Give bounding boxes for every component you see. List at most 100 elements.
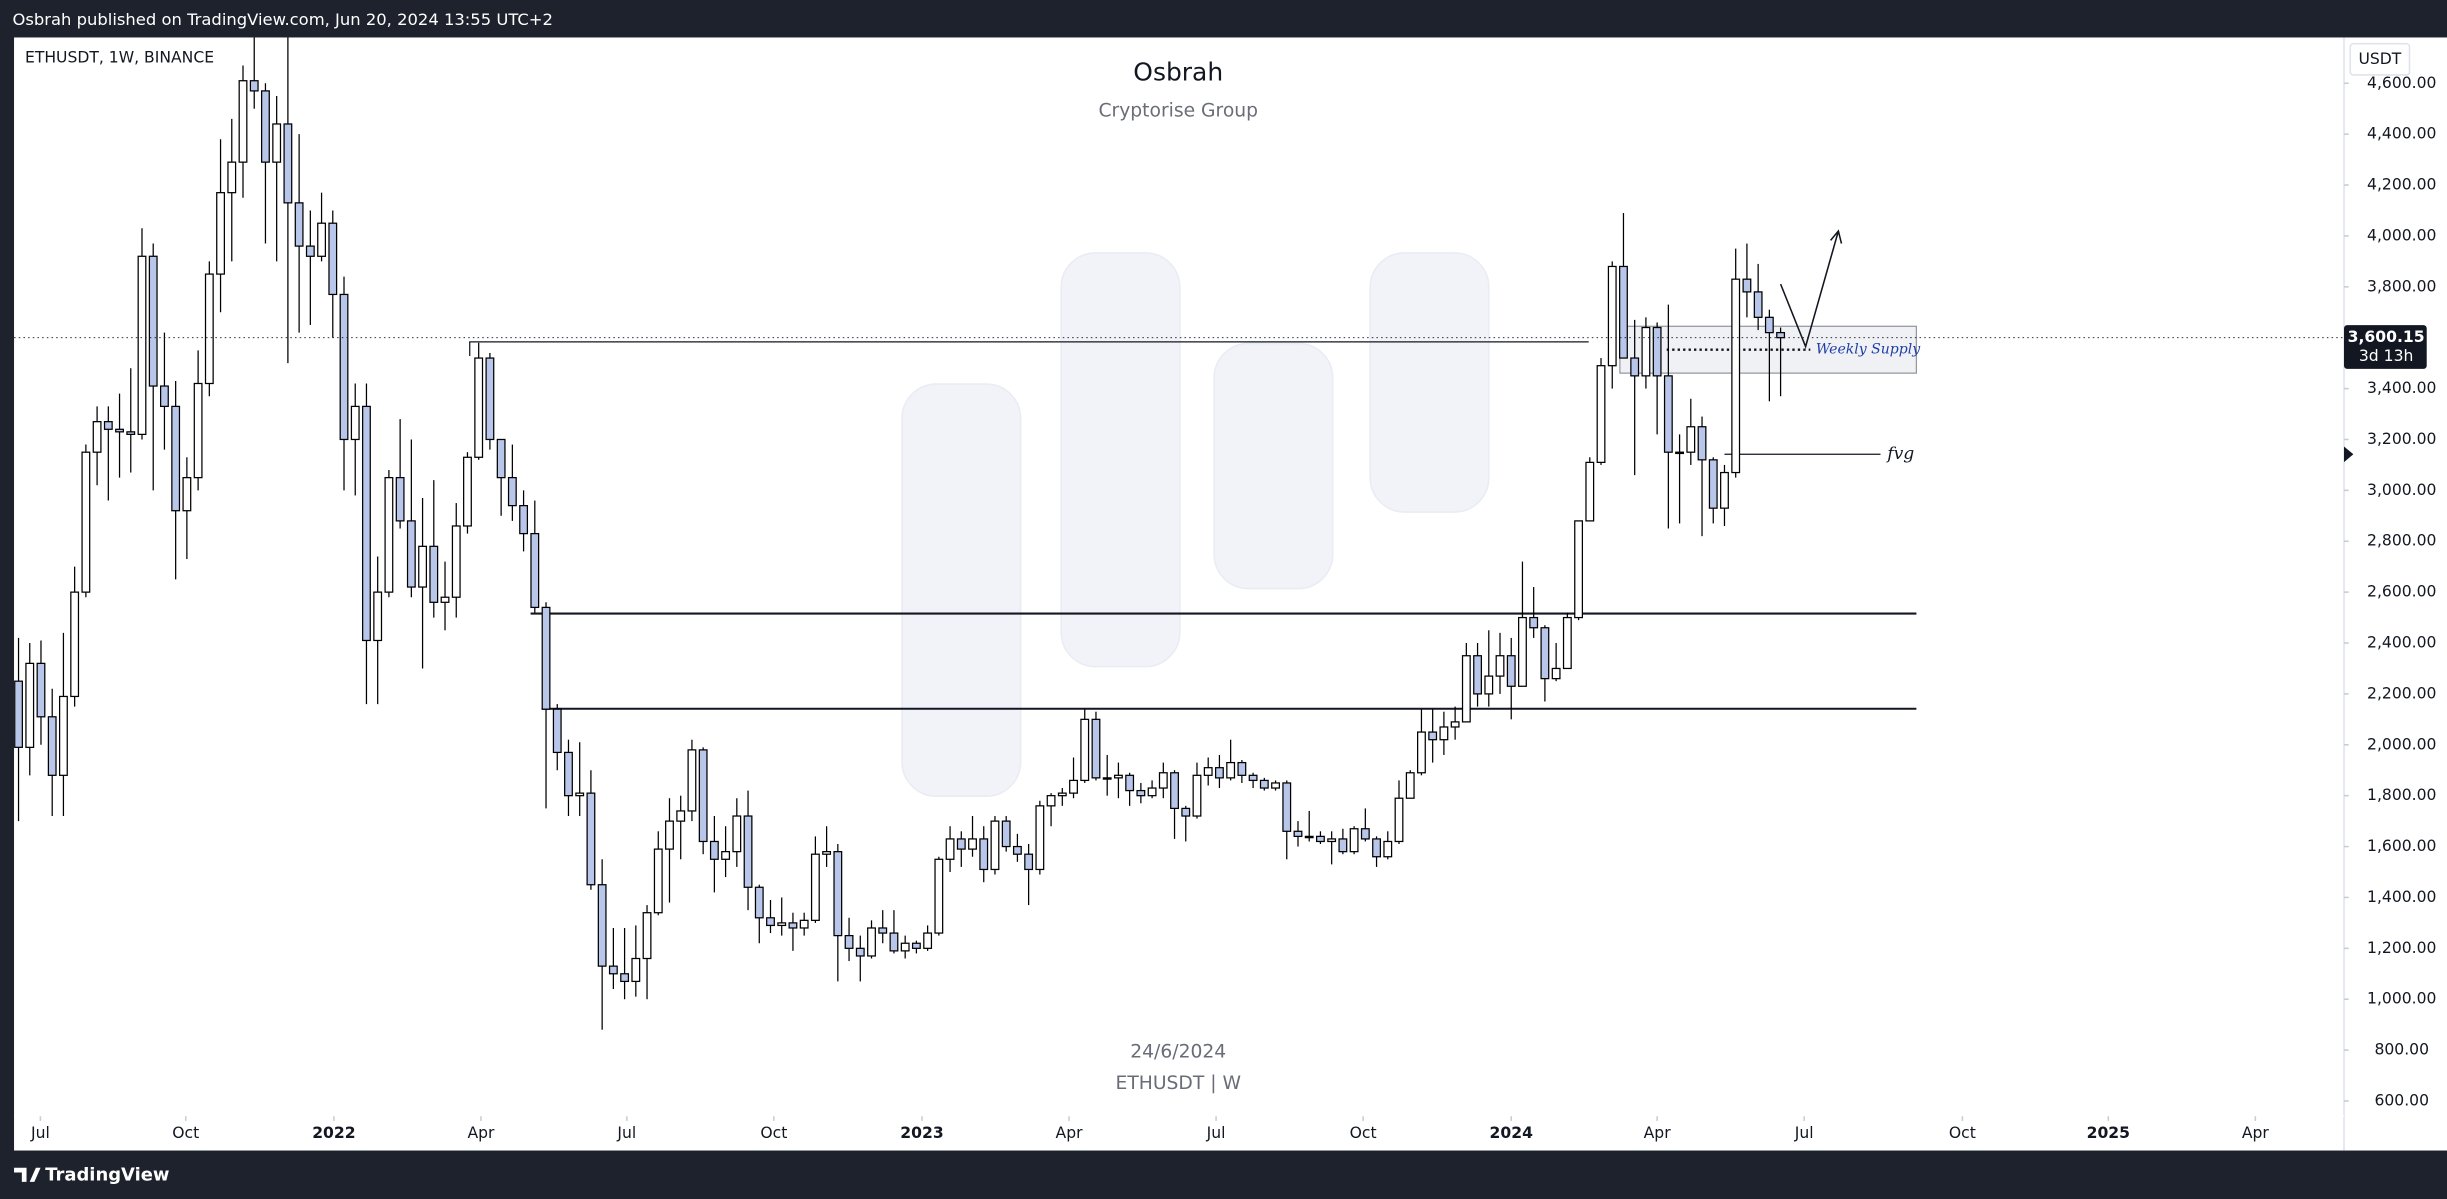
candle-body [1708, 459, 1718, 509]
y-tick-label: 1,800.00 [2367, 786, 2436, 804]
x-tick-label: Apr [1056, 1124, 1084, 1142]
y-tick-label: 1,000.00 [2367, 990, 2436, 1008]
candle-body [1764, 316, 1774, 334]
last-price-label: 3,600.15 [2348, 328, 2425, 346]
candle-body [631, 957, 641, 983]
candle-body [70, 591, 80, 698]
header: Osbrah published on TradingView.com, Jun… [12, 10, 552, 29]
y-tick-label: 2,200.00 [2367, 684, 2436, 702]
x-tick-label: 2025 [2087, 1124, 2130, 1142]
y-tick-label: 3,400.00 [2367, 379, 2436, 397]
candle-body [474, 357, 484, 458]
candle-body [968, 838, 977, 850]
swing-high-line [469, 341, 1589, 356]
candle-body [1001, 820, 1011, 848]
candle-body [305, 245, 315, 257]
x-tick-label: Oct [1949, 1124, 1976, 1142]
currency-box [2349, 42, 2411, 76]
candle-body [1529, 616, 1539, 629]
chart-subtitle: Cryptorise Group [1098, 100, 1258, 121]
logo-watermark [901, 252, 1490, 797]
candle-body [283, 123, 293, 204]
y-tick-label: 2,600.00 [2367, 583, 2436, 601]
candle-body [1450, 721, 1460, 728]
symbol: ETHUSDT, 1W, BINANCE [25, 48, 214, 66]
candle-body [418, 545, 428, 588]
candle-body [1203, 767, 1213, 776]
candle-body [1338, 838, 1348, 853]
candle-body [878, 927, 888, 934]
candle-body [373, 591, 383, 642]
x-tick-label: Jul [30, 1124, 50, 1142]
x-tick-label: 2023 [900, 1124, 943, 1142]
y-tick-label: 3,800.00 [2367, 277, 2436, 295]
candle-body [1271, 782, 1280, 789]
candle-body [564, 751, 573, 797]
arrow-head [1829, 229, 1843, 244]
candle-body [1170, 772, 1179, 810]
candles [14, 37, 1786, 1030]
candle-body [541, 606, 551, 710]
candle-body [653, 848, 663, 914]
candle-body [507, 477, 517, 507]
candle-body [395, 477, 405, 522]
marker [2344, 446, 2354, 463]
candle-body [1226, 761, 1236, 779]
candle-body [1652, 326, 1662, 377]
candle-body [1259, 779, 1269, 789]
candle-body [1630, 357, 1640, 377]
candle-body [552, 708, 562, 754]
candle-body [1596, 365, 1606, 463]
candle-body [1327, 838, 1337, 843]
candle-body [440, 596, 450, 603]
candle-body [597, 884, 607, 967]
candle-body [204, 273, 214, 385]
candle-body [788, 922, 798, 929]
candle-body [979, 838, 989, 871]
candle-body [317, 222, 327, 257]
candle-body [698, 749, 708, 843]
candle-body [126, 431, 136, 436]
candle-body [1012, 845, 1022, 855]
candle-body [1057, 792, 1067, 797]
candle-body [1237, 761, 1247, 776]
x-tick-label: Jul [1206, 1124, 1226, 1142]
candle-body [620, 973, 630, 983]
candle-body [732, 815, 742, 853]
candle-body [1080, 718, 1090, 782]
candle-body [900, 942, 910, 952]
candle-body [1574, 520, 1584, 619]
candle-body [530, 532, 540, 609]
candle-body [665, 820, 674, 850]
candle-body [1214, 767, 1224, 779]
candle-body [833, 851, 843, 937]
candle-body [249, 80, 259, 92]
candle-body [799, 919, 809, 929]
candle-body [1428, 731, 1438, 741]
candle-body [519, 504, 529, 535]
candle-body [923, 932, 933, 949]
candle-body [1551, 667, 1561, 680]
watermark-date: 24/6/2024 [1130, 1042, 1226, 1063]
candle-body [1192, 774, 1202, 817]
candle-body [1585, 461, 1595, 522]
candle-body [844, 934, 854, 949]
candle-body [1372, 838, 1381, 858]
footer-bar [0, 1150, 2447, 1199]
x-tick-label: Apr [1644, 1124, 1672, 1142]
candle-body [1663, 375, 1673, 453]
candle-body [1506, 655, 1516, 687]
x-tick-label: Oct [1350, 1124, 1377, 1142]
candle-body [1686, 426, 1696, 453]
candle-body [810, 853, 820, 921]
candle-body [855, 947, 865, 957]
candle-body [406, 520, 416, 588]
candle-body [911, 942, 921, 949]
candle-body [754, 886, 764, 919]
candle-body [384, 477, 394, 593]
candle-body [36, 662, 46, 718]
candle-body [1540, 627, 1550, 680]
candle-body [182, 477, 192, 512]
